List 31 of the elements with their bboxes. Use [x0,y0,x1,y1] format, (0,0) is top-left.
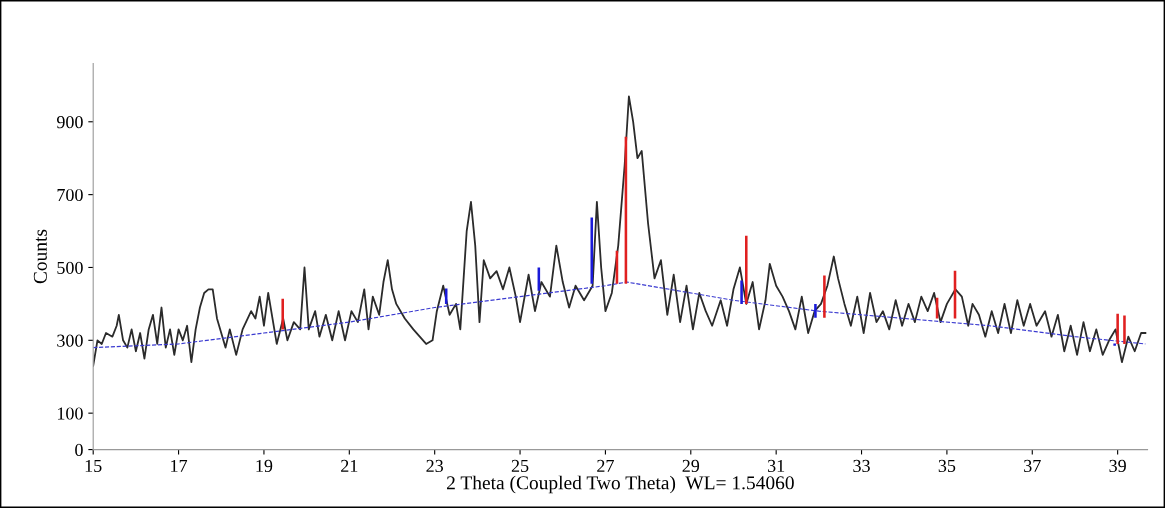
x-tick-label: 37 [1024,459,1041,473]
bar [1113,343,1116,346]
y-tick-label: 500 [57,261,83,274]
x-axis-title: 2 Theta (Coupled Two Theta) WL= 1.54060 [447,475,794,494]
y-tick-label: 300 [57,334,83,347]
y-tick-label: 900 [56,116,83,129]
y-tick-label: 0 [75,443,83,457]
x-tick-label: 31 [768,459,785,473]
line-series [93,281,1146,349]
x-tick-label: 19 [256,459,273,473]
x-tick-label: 39 [1109,459,1126,473]
x-tick-label: 15 [85,459,102,473]
bar [590,217,594,284]
x-tick-label: 35 [938,459,956,473]
x-tick-label: 33 [853,459,870,473]
bar [1116,313,1119,344]
y-axis-title: Counts [33,229,47,284]
bar [823,275,826,318]
x-tick-label: 17 [171,459,188,472]
bar [814,303,817,318]
x-tick-label: 21 [341,459,358,472]
x-tick-label: 23 [426,459,443,473]
y-tick-label: 100 [57,407,83,420]
bar [1123,315,1126,344]
y-tick-label: 700 [57,188,83,202]
bar [281,298,284,330]
x-tick-label: 27 [597,459,614,472]
x-tick-label: 25 [511,459,529,473]
x-tick-label: 29 [682,459,700,473]
bar [745,235,748,304]
bar [740,280,743,304]
